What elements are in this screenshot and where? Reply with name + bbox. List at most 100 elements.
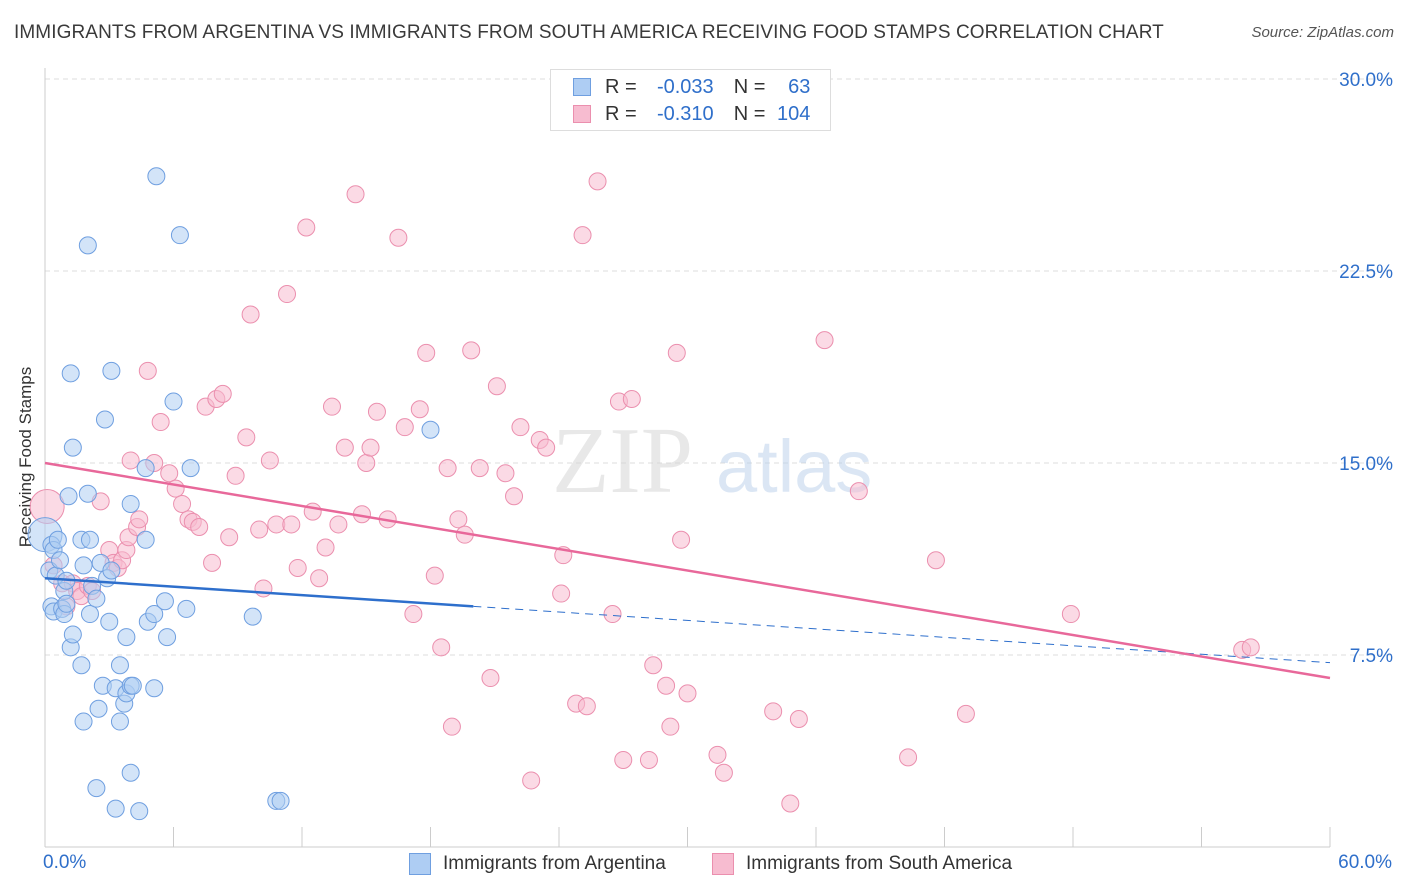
- point-south-america: [417, 343, 436, 362]
- point-south-america: [190, 518, 209, 536]
- point-argentina: [50, 551, 69, 570]
- point-south-america: [667, 343, 686, 362]
- point-argentina: [57, 594, 76, 613]
- point-south-america: [552, 584, 571, 603]
- point-south-america: [639, 750, 658, 769]
- point-south-america: [442, 717, 461, 736]
- point-south-america: [438, 459, 457, 478]
- y-tick-label: 15.0%: [1339, 454, 1393, 475]
- point-south-america: [496, 464, 515, 483]
- point-south-america: [505, 487, 524, 506]
- point-south-america: [1061, 605, 1080, 624]
- point-argentina: [145, 605, 164, 624]
- point-south-america: [316, 538, 335, 557]
- point-south-america: [335, 438, 354, 457]
- point-south-america: [926, 551, 945, 570]
- point-argentina: [95, 410, 114, 429]
- x-tick-label-max: 60.0%: [1338, 852, 1392, 873]
- point-south-america: [404, 605, 423, 624]
- point-south-america: [956, 704, 975, 723]
- point-south-america: [425, 566, 444, 585]
- legend-row-south-america: R = -0.310 N = 104: [573, 101, 810, 127]
- point-argentina: [110, 712, 129, 731]
- y-tick-label: 22.5%: [1339, 262, 1393, 283]
- point-argentina: [102, 361, 121, 380]
- point-south-america: [121, 451, 140, 470]
- point-argentina: [164, 392, 183, 411]
- point-argentina: [61, 364, 80, 383]
- y-tick-labels: 7.5% 15.0% 22.5% 30.0%: [1339, 70, 1393, 667]
- point-argentina: [271, 791, 290, 810]
- point-south-america: [1241, 638, 1260, 657]
- point-argentina: [89, 699, 108, 718]
- point-argentina: [170, 226, 189, 245]
- point-south-america: [288, 558, 307, 577]
- point-argentina: [106, 799, 125, 818]
- point-south-america: [603, 605, 622, 624]
- source-credit: Source: ZipAtlas.com: [1251, 24, 1394, 41]
- y-tick-label: 30.0%: [1339, 70, 1393, 91]
- point-south-america: [573, 226, 592, 245]
- point-south-america: [395, 418, 414, 437]
- point-south-america: [220, 528, 239, 547]
- point-argentina: [63, 438, 82, 457]
- point-argentina: [80, 530, 99, 549]
- bottom-legend-label-argentina: Immigrants from Argentina: [443, 853, 666, 874]
- point-argentina: [74, 556, 93, 575]
- watermark: ZIP atlas: [552, 409, 872, 513]
- point-south-america: [237, 428, 256, 447]
- point-south-america: [537, 438, 556, 457]
- point-south-america: [254, 579, 273, 598]
- point-south-america: [278, 285, 297, 304]
- point-south-america: [462, 341, 481, 360]
- point-south-america: [297, 218, 316, 237]
- legend-row-argentina: R = -0.033 N = 63: [573, 74, 810, 100]
- axes: [44, 68, 1331, 848]
- point-argentina: [63, 625, 82, 644]
- gridlines: [45, 78, 1393, 656]
- point-south-america: [708, 745, 727, 764]
- point-south-america: [678, 684, 697, 703]
- point-argentina: [145, 679, 164, 698]
- point-south-america: [849, 482, 868, 501]
- legend-r-label: R =: [605, 75, 637, 98]
- point-south-america: [511, 418, 530, 437]
- trend-line-south-america: [44, 461, 1331, 680]
- point-argentina: [130, 802, 149, 821]
- point-south-america: [260, 451, 279, 470]
- point-south-america: [764, 702, 783, 721]
- point-south-america: [213, 384, 232, 403]
- point-south-america: [138, 361, 157, 380]
- point-south-america: [470, 459, 489, 478]
- point-argentina: [102, 561, 121, 580]
- point-argentina: [74, 712, 93, 731]
- point-south-america: [357, 454, 376, 472]
- point-south-america: [267, 515, 286, 534]
- point-argentina: [123, 676, 142, 695]
- watermark-atlas: atlas: [716, 425, 872, 508]
- point-south-america: [322, 397, 341, 416]
- point-argentina: [181, 459, 200, 478]
- bottom-legend-swatch-south-america: [712, 853, 734, 875]
- point-south-america: [432, 638, 451, 657]
- legend-n-label: N =: [733, 75, 766, 98]
- point-south-america: [622, 390, 641, 408]
- point-south-america: [577, 697, 596, 716]
- point-argentina: [72, 656, 91, 675]
- point-south-america: [367, 402, 386, 421]
- point-argentina: [48, 530, 67, 549]
- point-south-america: [346, 185, 365, 204]
- point-south-america: [588, 172, 607, 191]
- bottom-legend-label-south-america: Immigrants from South America: [746, 853, 1013, 874]
- point-argentina: [117, 628, 136, 647]
- point-argentina: [243, 607, 262, 626]
- point-argentina: [87, 589, 106, 608]
- bottom-legend-swatch-argentina: [409, 853, 431, 875]
- point-argentina: [78, 236, 97, 255]
- point-south-america: [310, 569, 329, 588]
- point-south-america: [250, 520, 269, 539]
- point-south-america: [522, 771, 541, 790]
- bottom-legend-argentina: Immigrants from Argentina: [409, 852, 666, 876]
- point-south-america: [151, 413, 170, 432]
- trend-line-argentina-extension: [473, 605, 1331, 664]
